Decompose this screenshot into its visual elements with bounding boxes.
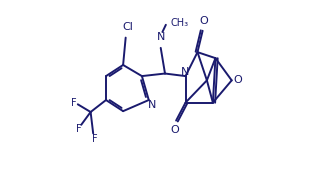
Text: O: O [233,75,242,85]
Text: Cl: Cl [122,22,133,32]
Text: O: O [171,125,179,135]
Text: O: O [199,16,208,26]
Text: N: N [156,32,165,42]
Text: F: F [92,134,97,143]
Text: N: N [148,100,156,110]
Text: N: N [181,67,189,77]
Text: F: F [71,98,77,108]
Text: F: F [76,124,82,134]
Text: CH₃: CH₃ [170,18,188,28]
